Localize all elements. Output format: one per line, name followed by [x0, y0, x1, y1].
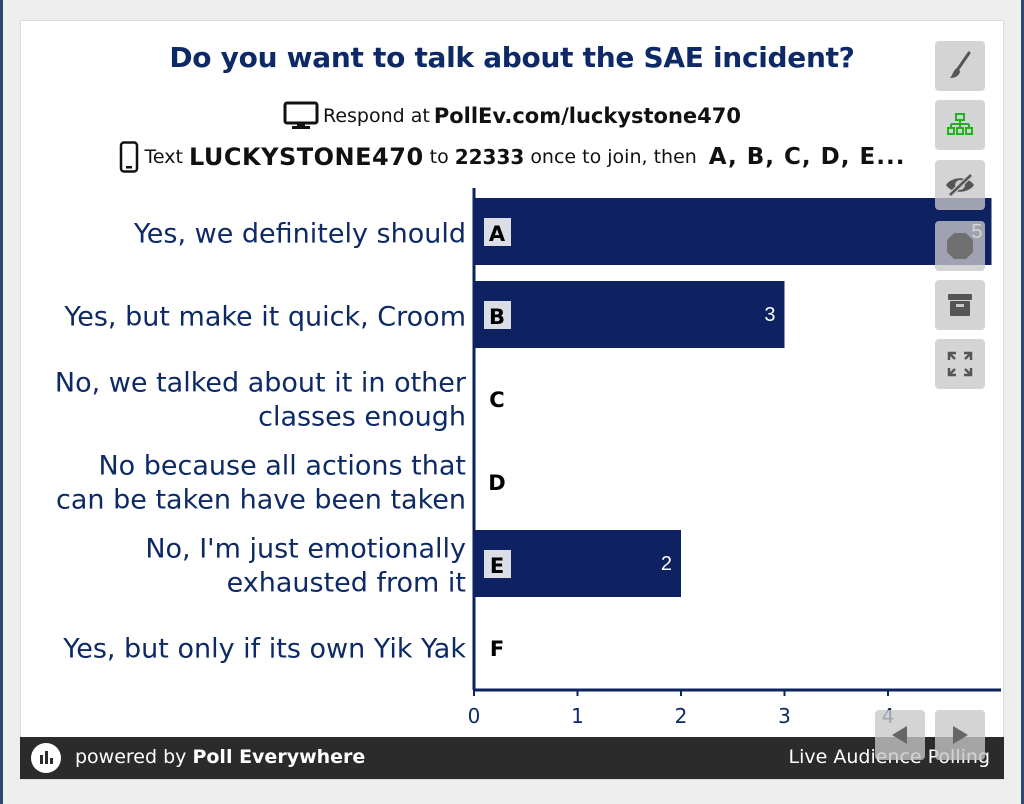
category-label: Yes, but make it quick, Croom — [63, 302, 466, 333]
paintbrush-icon — [950, 51, 971, 78]
stop-button[interactable] — [935, 221, 985, 271]
data-label: 2 — [661, 553, 672, 575]
text-to: to — [429, 146, 449, 168]
text-number: 22333 — [454, 145, 525, 169]
poll-title: Do you want to talk about the SAE incide… — [169, 41, 855, 74]
window-edge-right — [1021, 0, 1024, 804]
powered-by-text: powered by Poll Everywhere — [75, 746, 365, 768]
respond-prefix: Respond at — [322, 105, 430, 127]
poll-everywhere-logo-icon — [31, 743, 61, 773]
brand-name[interactable]: Poll Everywhere — [192, 746, 366, 768]
x-tick-label: 2 — [675, 704, 688, 728]
powered-prefix: powered by — [75, 746, 187, 768]
poll-card: Do you want to talk about the SAE incide… — [20, 20, 1004, 780]
option-letter: E — [490, 554, 504, 578]
network-button[interactable] — [935, 100, 985, 150]
x-tick-label: 0 — [468, 704, 481, 728]
option-letter: F — [490, 637, 504, 661]
next-button[interactable] — [935, 710, 985, 760]
prev-button[interactable] — [875, 710, 925, 760]
respond-line: Respond at PollEv.com/luckystone470 — [21, 101, 1003, 131]
archive-icon — [948, 294, 972, 316]
option-letter: D — [488, 471, 505, 495]
triangle-left-icon — [892, 726, 907, 744]
text-instructions: Text LUCKYSTONE470 to 22333 once to join… — [21, 141, 1003, 173]
triangle-right-icon — [953, 726, 968, 744]
option-letter: B — [489, 305, 505, 329]
stop-icon — [947, 233, 973, 259]
respond-url[interactable]: PollEv.com/luckystone470 — [433, 104, 742, 128]
text-prefix: Text — [144, 146, 183, 168]
network-icon — [947, 113, 973, 135]
option-letter: C — [489, 388, 504, 412]
eye-slash-icon — [946, 173, 974, 197]
paintbrush-button[interactable] — [935, 41, 985, 91]
text-letters: A, B, C, D, E... — [708, 144, 906, 170]
option-letter: A — [489, 222, 506, 246]
archive-button[interactable] — [935, 280, 985, 330]
expand-icon — [947, 351, 973, 377]
category-label: exhausted from it — [227, 568, 466, 599]
category-label: Yes, we definitely should — [133, 219, 466, 250]
footer-bar: powered by Poll Everywhere Live Audience… — [20, 737, 1004, 779]
text-suffix: once to join, then — [530, 146, 697, 168]
category-label: classes enough — [258, 402, 466, 433]
text-code: LUCKYSTONE470 — [188, 143, 424, 171]
category-label: No, we talked about it in other — [55, 368, 467, 399]
category-label: Yes, but only if its own Yik Yak — [62, 634, 466, 665]
category-label: No, I'm just emotionally — [145, 534, 466, 565]
fullscreen-button[interactable] — [935, 339, 985, 389]
phone-icon — [119, 141, 138, 173]
category-label: can be taken have been taken — [56, 485, 466, 516]
data-label: 3 — [764, 304, 775, 326]
x-tick-label: 1 — [571, 704, 584, 728]
monitor-icon — [283, 101, 319, 129]
hide-results-button[interactable] — [935, 160, 985, 210]
category-label: No because all actions that — [98, 451, 466, 482]
x-tick-label: 3 — [778, 704, 791, 728]
window-edge-left — [0, 0, 3, 804]
